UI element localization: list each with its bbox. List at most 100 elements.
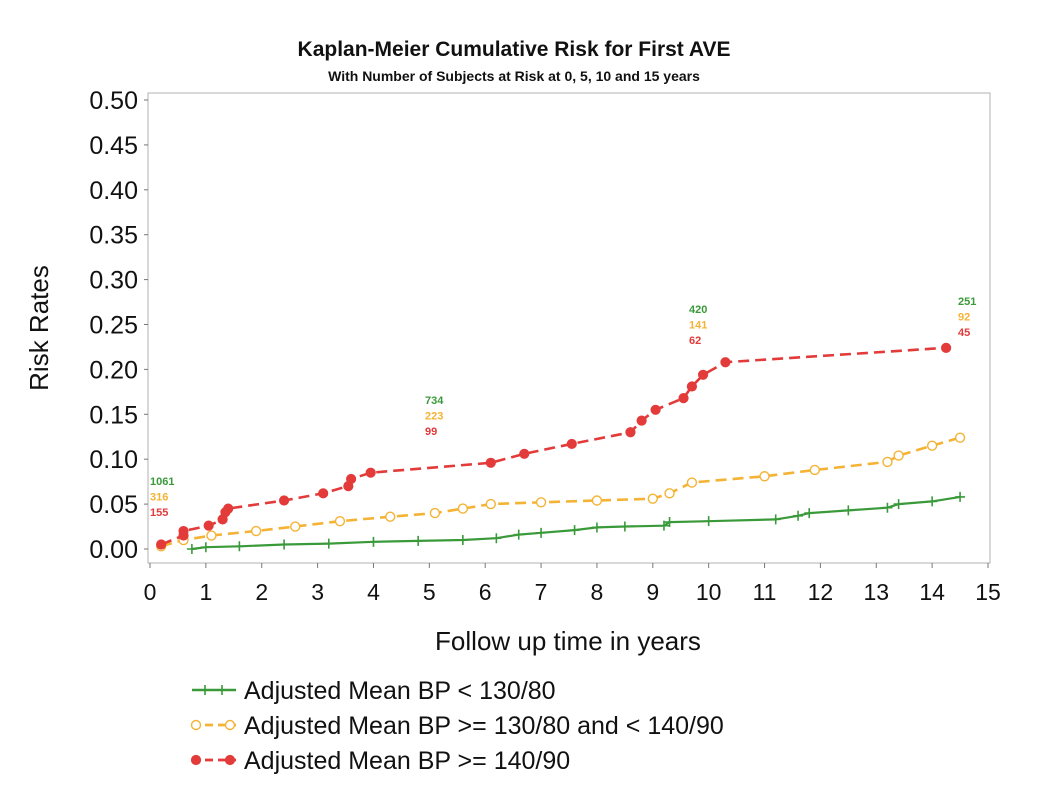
plot-frame [147,92,991,564]
series-3-point [678,393,689,404]
series-3-point [485,457,496,468]
series-3-point [941,342,952,353]
series-3-point [203,520,214,531]
x-tick-label: 11 [753,579,777,605]
series-layer [155,342,966,554]
series-1-line [191,495,961,551]
at-risk-count: 141 [689,320,707,332]
series-1-point [927,496,938,507]
series-1-point [491,533,502,544]
series-1-point [664,517,675,528]
chart-title: Kaplan-Meier Cumulative Risk for First A… [298,38,731,61]
series-1-point [882,502,893,513]
legend-marker [224,754,236,766]
y-tick-label: 0.20 [89,356,138,384]
series-2-point [882,456,893,468]
series-2-point [809,464,821,476]
series-2-point [893,450,904,461]
series-2-point [250,525,262,537]
series-3-point [156,539,167,550]
series-2-point [591,495,603,506]
x-tick-label: 12 [808,579,834,605]
series-3-point [223,503,234,514]
series-1 [186,491,966,554]
series-3-point [346,473,357,485]
series-1-point [591,522,602,533]
series-1-point [413,535,424,546]
x-tick-label: 2 [255,579,268,605]
y-tick-label: 0.40 [89,177,138,205]
at-risk-count: 251 [958,296,976,308]
at-risk-count: 734 [425,395,444,407]
y-tick-label: 0.05 [89,491,138,519]
x-tick-label: 9 [646,579,659,605]
series-2-point [926,440,938,451]
series-2-point [457,503,469,514]
at-risk-count: 99 [425,426,437,438]
series-2-point [664,488,675,499]
series-3-point [519,448,530,459]
series-3-point [697,369,709,380]
legend-label: Adjusted Mean BP >= 130/80 and < 140/90 [244,712,724,740]
y-axis-label: Risk Rates [24,265,54,391]
series-3-point [650,404,661,415]
x-axis: 0 1 2 3 4 5 6 7 8 9 10 11 12 13 14 15 [144,563,1001,605]
at-risk-count: 316 [150,492,168,504]
series-2-line [160,436,961,548]
series-1-point [619,521,630,532]
series-3-point [365,467,376,478]
legend-label: Adjusted Mean BP >= 140/90 [244,747,570,775]
series-1-point [893,499,904,510]
series-1-point [513,529,524,540]
x-tick-label: 4 [367,579,380,605]
series-1-point [955,491,966,502]
series-3-point [686,381,698,392]
chart-subtitle: With Number of Subjects at Risk at 0, 5,… [328,68,700,84]
legend-item: Adjusted Mean BP < 130/80 [192,677,556,705]
x-tick-label: 3 [311,579,324,605]
y-tick-label: 0.50 [89,87,138,115]
series-1-point [186,544,197,554]
number-at-risk: 1061 316 155 734 223 99 420 141 62 251 92 45 [150,296,976,519]
series-2-point [429,507,441,519]
series-1-point [457,535,468,546]
series-3-point [720,357,731,368]
y-tick-label: 0.35 [89,222,138,250]
at-risk-count: 62 [689,335,701,347]
series-2-point [954,432,966,443]
legend-label: Adjusted Mean BP < 130/80 [244,677,556,705]
series-1-point [569,525,580,536]
series-1-point [703,516,714,527]
y-axis: 0.00 0.05 0.10 0.15 0.20 0.25 0.30 0.35 0.40 0.45… [89,87,148,564]
series-2-point [206,530,217,541]
x-tick-label: 0 [144,579,157,605]
legend-item: Adjusted Mean BP >= 140/90 [190,747,570,775]
series-1-point [536,527,547,538]
at-risk-count: 420 [689,304,707,316]
series-3 [156,342,952,550]
legend: Adjusted Mean BP < 130/80 Adjusted Mean B… [190,677,724,775]
x-tick-label: 14 [919,579,945,605]
series-2-point [759,471,770,482]
x-tick-label: 1 [199,579,212,605]
series-2-point [647,493,658,504]
series-1-point [279,539,290,550]
legend-marker [190,754,202,766]
at-risk-count: 155 [150,507,168,519]
series-3-point [318,488,329,499]
legend-marker [190,719,202,731]
at-risk-count: 223 [425,411,443,423]
series-1-point [843,505,854,516]
series-2-point [686,477,698,488]
series-2-point [535,497,547,508]
legend-marker [200,685,210,695]
x-tick-label: 6 [479,579,492,605]
legend-item: Adjusted Mean BP >= 130/80 and < 140/90 [190,712,724,740]
series-1-point [368,536,379,547]
series-1-point [658,520,669,531]
x-axis-label: Follow up time in years [435,626,701,656]
y-tick-label: 0.45 [89,132,138,160]
y-tick-label: 0.15 [89,401,138,429]
series-3-point [636,415,647,426]
